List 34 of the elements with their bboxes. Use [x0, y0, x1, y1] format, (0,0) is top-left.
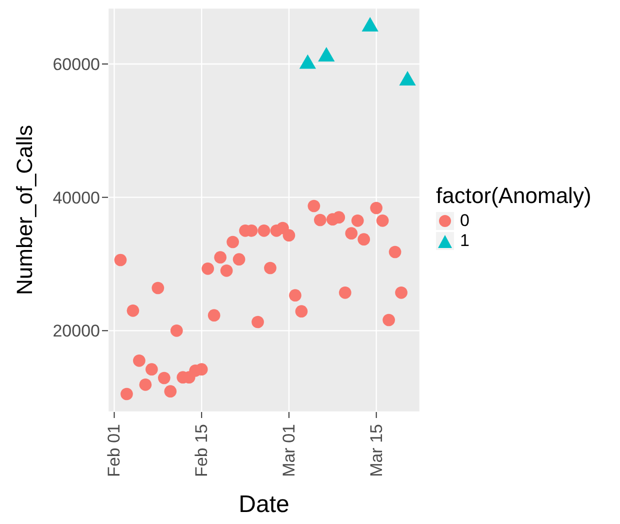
point	[332, 211, 346, 224]
y-tick-label: 60000	[52, 55, 100, 74]
y-tick-label: 20000	[52, 322, 100, 341]
legend-label: 1	[460, 231, 470, 251]
point	[158, 372, 170, 384]
legend-title: factor(Anomaly)	[436, 183, 592, 209]
point	[114, 254, 127, 266]
x-tick-label: Feb 01	[104, 424, 124, 477]
point	[208, 309, 220, 322]
y-axis-title: Number_of_Calls	[12, 125, 37, 295]
point	[388, 246, 402, 258]
point	[170, 324, 183, 337]
point	[351, 214, 364, 227]
point	[345, 227, 358, 240]
x-tick-label: Feb 15	[192, 424, 212, 477]
point	[164, 385, 177, 398]
point	[120, 388, 133, 400]
point	[152, 282, 164, 294]
x-tick-label: Mar 01	[279, 424, 298, 477]
point	[133, 354, 146, 367]
point	[382, 314, 395, 326]
point	[376, 214, 389, 227]
point	[126, 304, 140, 317]
point	[358, 233, 370, 246]
point	[395, 286, 408, 299]
point	[338, 286, 352, 299]
point	[202, 262, 214, 275]
x-tick-label: Mar 15	[366, 424, 386, 477]
point	[146, 363, 158, 376]
legend-label: 0	[460, 211, 470, 231]
x-axis-title: Date	[238, 491, 290, 518]
point	[139, 378, 152, 391]
point	[370, 202, 382, 214]
y-tick-label: 40000	[52, 188, 100, 208]
